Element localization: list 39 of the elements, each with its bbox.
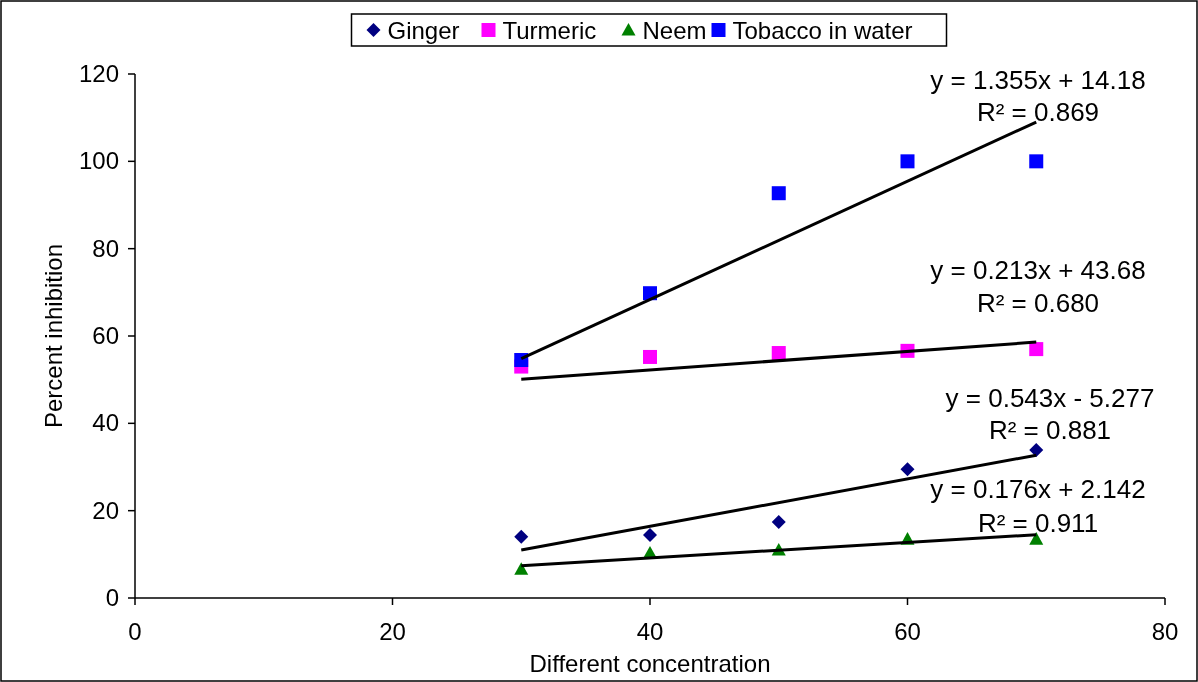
annotation: R² = 0.881 <box>988 415 1112 445</box>
annotation: y = 0.543x - 5.277 <box>945 383 1155 413</box>
annotation: y = 0.176x + 2.142 <box>930 474 1146 504</box>
y-tick-label: 80 <box>92 234 119 262</box>
point <box>771 515 786 530</box>
y-tick-label: 0 <box>105 584 119 611</box>
annotation: y = 1.355x + 14.18 <box>930 65 1146 95</box>
x-axis-title: Different concentration <box>529 650 771 677</box>
y-tick-label: 60 <box>92 322 119 349</box>
y-axis-title: Percent inhibition <box>40 243 67 429</box>
point <box>1029 532 1044 545</box>
point <box>1029 342 1044 357</box>
point <box>900 462 915 477</box>
x-tick-label: 80 <box>1151 618 1179 645</box>
x-tick-label: 20 <box>379 618 406 645</box>
legend-label: Ginger <box>387 17 460 44</box>
point <box>900 154 915 169</box>
point <box>514 562 529 575</box>
point <box>1029 442 1044 457</box>
annotation: R² = 0.869 <box>976 97 1100 127</box>
x-tick-label: 0 <box>128 618 142 645</box>
y-tick-label: 40 <box>92 409 119 437</box>
legend-label: Turmeric <box>502 17 597 44</box>
point <box>771 346 786 361</box>
x-tick-label: 60 <box>894 618 921 645</box>
point <box>771 186 786 201</box>
y-tick-label: 20 <box>92 496 119 524</box>
legend-label: Tobacco in water <box>732 17 913 44</box>
annotation: R² = 0.911 <box>977 508 1099 538</box>
legend-label: Neem <box>642 17 707 44</box>
point <box>643 528 657 543</box>
x-tick-label: 40 <box>636 618 664 645</box>
y-tick-label: 100 <box>78 147 119 175</box>
annotation: y = 0.213x + 43.68 <box>930 255 1146 285</box>
point <box>643 349 657 364</box>
point <box>514 529 529 544</box>
point <box>1029 154 1044 169</box>
y-tick-label: 120 <box>78 60 119 87</box>
annotation: R² = 0.680 <box>976 288 1100 318</box>
